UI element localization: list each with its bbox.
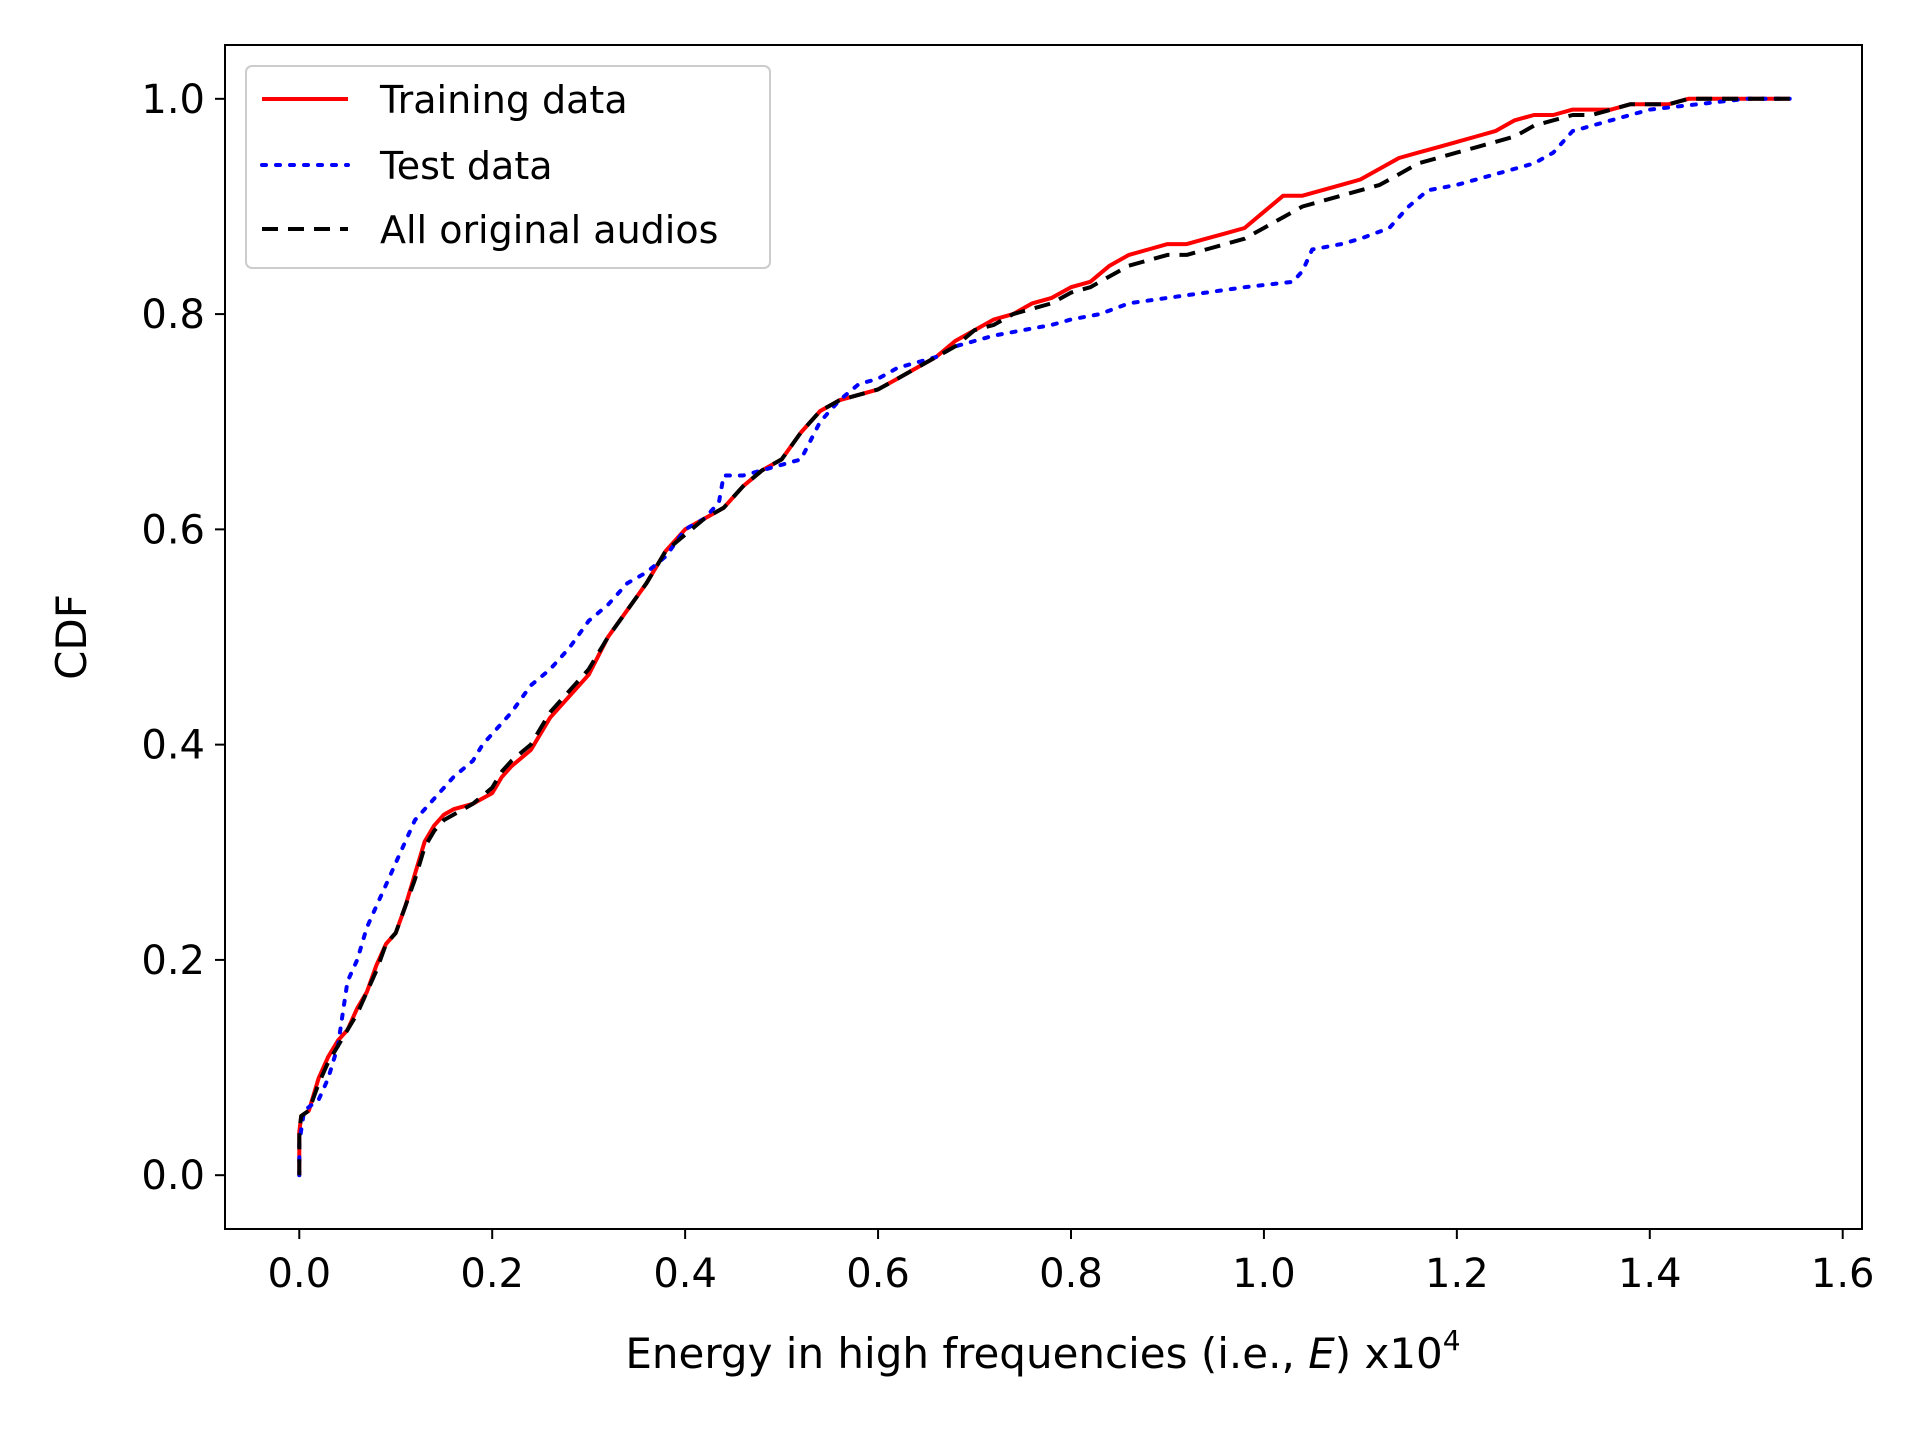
x-axis-label-variable: E (1308, 1329, 1335, 1378)
x-tick-label: 0.0 (267, 1251, 331, 1297)
y-tick-label: 0.2 (141, 938, 205, 984)
x-tick-label: 0.2 (460, 1251, 524, 1297)
plot-lines (297, 96, 1792, 1178)
x-axis-label: Energy in high frequencies (i.e., E) x10… (625, 1324, 1460, 1378)
x-tick-label: 0.4 (653, 1251, 717, 1297)
y-tick-label: 1.0 (141, 77, 205, 123)
y-axis-label: CDF (47, 594, 96, 680)
legend: Training data Test data All original aud… (245, 65, 771, 269)
x-tick-label: 1.4 (1618, 1251, 1682, 1297)
x-tick-label: 1.6 (1811, 1251, 1875, 1297)
y-tick-label: 0.0 (141, 1153, 205, 1199)
plot-frame (224, 44, 1863, 1230)
y-tick-label: 0.8 (141, 292, 205, 338)
x-tick-label: 0.8 (1039, 1251, 1103, 1297)
x-tick-label: 1.0 (1232, 1251, 1296, 1297)
legend-box (245, 65, 771, 269)
x-tick-label: 1.2 (1425, 1251, 1489, 1297)
y-axis: 0.0 0.2 0.4 0.6 0.8 1.0 (141, 77, 225, 1199)
x-axis: 0.0 0.2 0.4 0.6 0.8 1.0 1.2 1.4 1.6 (267, 1229, 1875, 1297)
x-axis-label-suffix: ) x10 (1335, 1329, 1443, 1378)
y-tick-label: 0.4 (141, 723, 205, 769)
y-tick-label: 0.6 (141, 507, 205, 553)
series-line-all-original-audios (297, 96, 1790, 1176)
x-axis-label-prefix: Energy in high frequencies (i.e., (625, 1329, 1308, 1378)
legend-label-training: Training data (379, 78, 628, 122)
x-tick-label: 0.6 (846, 1251, 910, 1297)
legend-label-test: Test data (379, 144, 553, 188)
legend-label-all: All original audios (380, 208, 718, 252)
x-axis-label-exponent: 4 (1443, 1324, 1461, 1357)
